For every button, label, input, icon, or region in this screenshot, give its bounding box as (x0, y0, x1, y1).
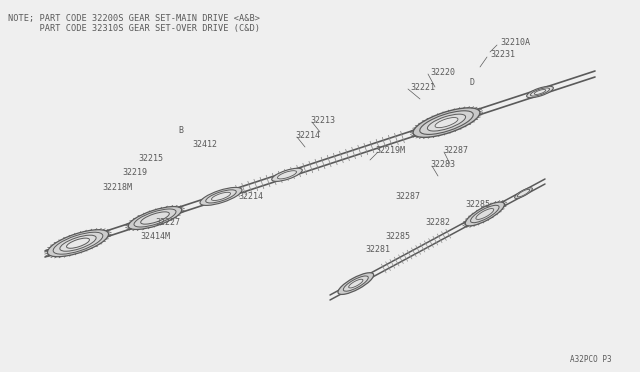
Ellipse shape (278, 171, 296, 179)
Text: 32285: 32285 (465, 199, 490, 208)
Ellipse shape (534, 90, 546, 94)
Text: 32285: 32285 (385, 231, 410, 241)
Text: 32210A: 32210A (500, 38, 530, 46)
Ellipse shape (470, 205, 499, 223)
Text: PART CODE 32310S GEAR SET-OVER DRIVE (C&D): PART CODE 32310S GEAR SET-OVER DRIVE (C&… (8, 24, 260, 33)
Ellipse shape (67, 238, 90, 248)
Text: 32219M: 32219M (375, 145, 405, 154)
Ellipse shape (205, 190, 236, 203)
Ellipse shape (435, 118, 458, 128)
Text: B: B (178, 125, 183, 135)
Ellipse shape (200, 187, 242, 205)
Text: 32287: 32287 (443, 145, 468, 154)
Ellipse shape (531, 88, 550, 96)
Text: 32227: 32227 (155, 218, 180, 227)
Ellipse shape (413, 108, 480, 137)
Ellipse shape (515, 188, 532, 198)
Text: 32213: 32213 (310, 115, 335, 125)
Text: A32PCO P3: A32PCO P3 (570, 355, 612, 364)
Ellipse shape (349, 279, 363, 288)
Text: 32283: 32283 (430, 160, 455, 169)
Ellipse shape (428, 114, 465, 131)
Text: 32282: 32282 (425, 218, 450, 227)
Text: 32214: 32214 (295, 131, 320, 140)
Text: 32220: 32220 (430, 67, 455, 77)
Ellipse shape (420, 111, 473, 134)
Text: 32287: 32287 (395, 192, 420, 201)
Ellipse shape (134, 209, 176, 227)
Ellipse shape (47, 230, 109, 257)
Ellipse shape (53, 232, 103, 254)
Text: 32221: 32221 (410, 83, 435, 92)
Text: 32214: 32214 (238, 192, 263, 201)
Text: 32281: 32281 (365, 246, 390, 254)
Text: 32219: 32219 (122, 167, 147, 176)
Ellipse shape (60, 235, 96, 251)
Text: D: D (470, 77, 475, 87)
Ellipse shape (272, 168, 302, 181)
Ellipse shape (343, 276, 368, 291)
Ellipse shape (517, 189, 530, 197)
Ellipse shape (476, 209, 493, 219)
Text: 32218M: 32218M (102, 183, 132, 192)
Text: 32414M: 32414M (140, 231, 170, 241)
Ellipse shape (141, 212, 170, 224)
Ellipse shape (338, 273, 374, 295)
Ellipse shape (465, 202, 504, 226)
Text: 32412: 32412 (192, 140, 217, 148)
Ellipse shape (211, 192, 230, 201)
Ellipse shape (527, 86, 554, 98)
Text: NOTE; PART CODE 32200S GEAR SET-MAIN DRIVE <A&B>: NOTE; PART CODE 32200S GEAR SET-MAIN DRI… (8, 14, 260, 23)
Text: 32215: 32215 (138, 154, 163, 163)
Text: 32231: 32231 (490, 49, 515, 58)
Ellipse shape (128, 206, 182, 230)
